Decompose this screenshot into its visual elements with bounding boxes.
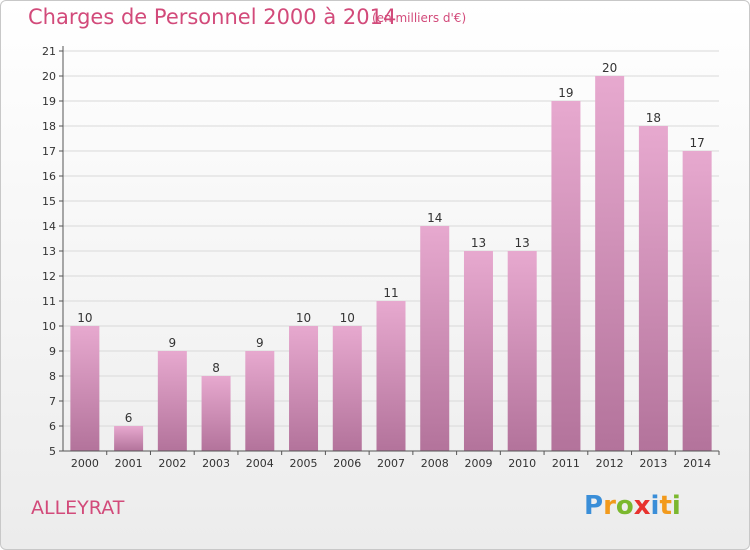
bar <box>376 301 406 451</box>
data-label: 9 <box>256 336 264 350</box>
x-tick-label: 2014 <box>683 457 711 470</box>
x-tick-label: 2004 <box>246 457 274 470</box>
y-tick-label: 19 <box>42 95 56 108</box>
data-label: 13 <box>471 236 486 250</box>
x-tick-label: 2000 <box>71 457 99 470</box>
data-labels: 10 6 9 8 9 10 10 11 14 13 13 19 20 18 17 <box>77 61 705 425</box>
bar <box>289 326 319 451</box>
data-label: 17 <box>689 136 704 150</box>
data-label: 9 <box>169 336 177 350</box>
bar <box>638 126 668 451</box>
y-tick-label: 13 <box>42 245 56 258</box>
bar <box>245 351 275 451</box>
chart-title: Charges de Personnel 2000 à 2014 <box>28 5 397 29</box>
data-label: 8 <box>212 361 220 375</box>
data-label: 13 <box>515 236 530 250</box>
x-tick-label: 2009 <box>464 457 492 470</box>
bar <box>463 251 493 451</box>
data-label: 19 <box>558 86 573 100</box>
y-tick-label: 6 <box>49 420 56 433</box>
x-tick-label: 2008 <box>421 457 449 470</box>
data-label: 18 <box>646 111 661 125</box>
y-tick-label: 17 <box>42 145 56 158</box>
logo-letter: r <box>603 491 616 521</box>
bar <box>551 101 581 451</box>
y-tick-label: 21 <box>42 45 56 58</box>
logo-letter: t <box>659 491 672 521</box>
x-tick-label: 2013 <box>639 457 667 470</box>
bar <box>70 326 100 451</box>
y-tick-label: 10 <box>42 320 56 333</box>
bar <box>595 76 625 451</box>
data-label: 11 <box>383 286 398 300</box>
y-tick-label: 12 <box>42 270 56 283</box>
proxiti-logo: Proxiti <box>584 491 681 521</box>
y-tick-label: 18 <box>42 120 56 133</box>
bar <box>157 351 187 451</box>
logo-letter: x <box>633 491 651 521</box>
y-tick-label: 14 <box>42 220 56 233</box>
x-tick-label: 2003 <box>202 457 230 470</box>
y-tick-label: 11 <box>42 295 56 308</box>
y-tick-label: 16 <box>42 170 56 183</box>
axes: 5 6 7 8 9 10 11 12 13 14 15 16 17 18 19 20 21 2000 2001 200… <box>42 45 720 470</box>
logo-letter: P <box>584 491 604 521</box>
bar <box>420 226 450 451</box>
location-name: ALLEYRAT <box>31 497 125 519</box>
data-label: 10 <box>296 311 311 325</box>
x-tick-label: 2011 <box>552 457 580 470</box>
data-label: 20 <box>602 61 617 75</box>
logo-letter: o <box>615 491 634 521</box>
y-tick-label: 15 <box>42 195 56 208</box>
bars <box>70 76 712 451</box>
y-tick-label: 5 <box>49 445 56 458</box>
logo-letter: i <box>671 491 681 521</box>
data-label: 14 <box>427 211 442 225</box>
x-tick-label: 2010 <box>508 457 536 470</box>
data-label: 10 <box>77 311 92 325</box>
data-label: 10 <box>340 311 355 325</box>
y-tick-label: 7 <box>49 395 56 408</box>
bar <box>682 151 712 451</box>
bar <box>114 426 144 451</box>
chart-subtitle: (en milliers d'€) <box>372 11 467 25</box>
x-tick-label: 2002 <box>158 457 186 470</box>
x-tick-label: 2012 <box>596 457 624 470</box>
x-tick-label: 2005 <box>290 457 318 470</box>
y-tick-label: 9 <box>49 345 56 358</box>
x-tick-label: 2007 <box>377 457 405 470</box>
y-tick-label: 8 <box>49 370 56 383</box>
data-label: 6 <box>125 411 133 425</box>
bar <box>201 376 231 451</box>
bar <box>507 251 537 451</box>
y-tick-label: 20 <box>42 70 56 83</box>
bar <box>332 326 362 451</box>
x-tick-label: 2001 <box>115 457 143 470</box>
x-tick-label: 2006 <box>333 457 361 470</box>
logo-letter: i <box>650 491 660 521</box>
